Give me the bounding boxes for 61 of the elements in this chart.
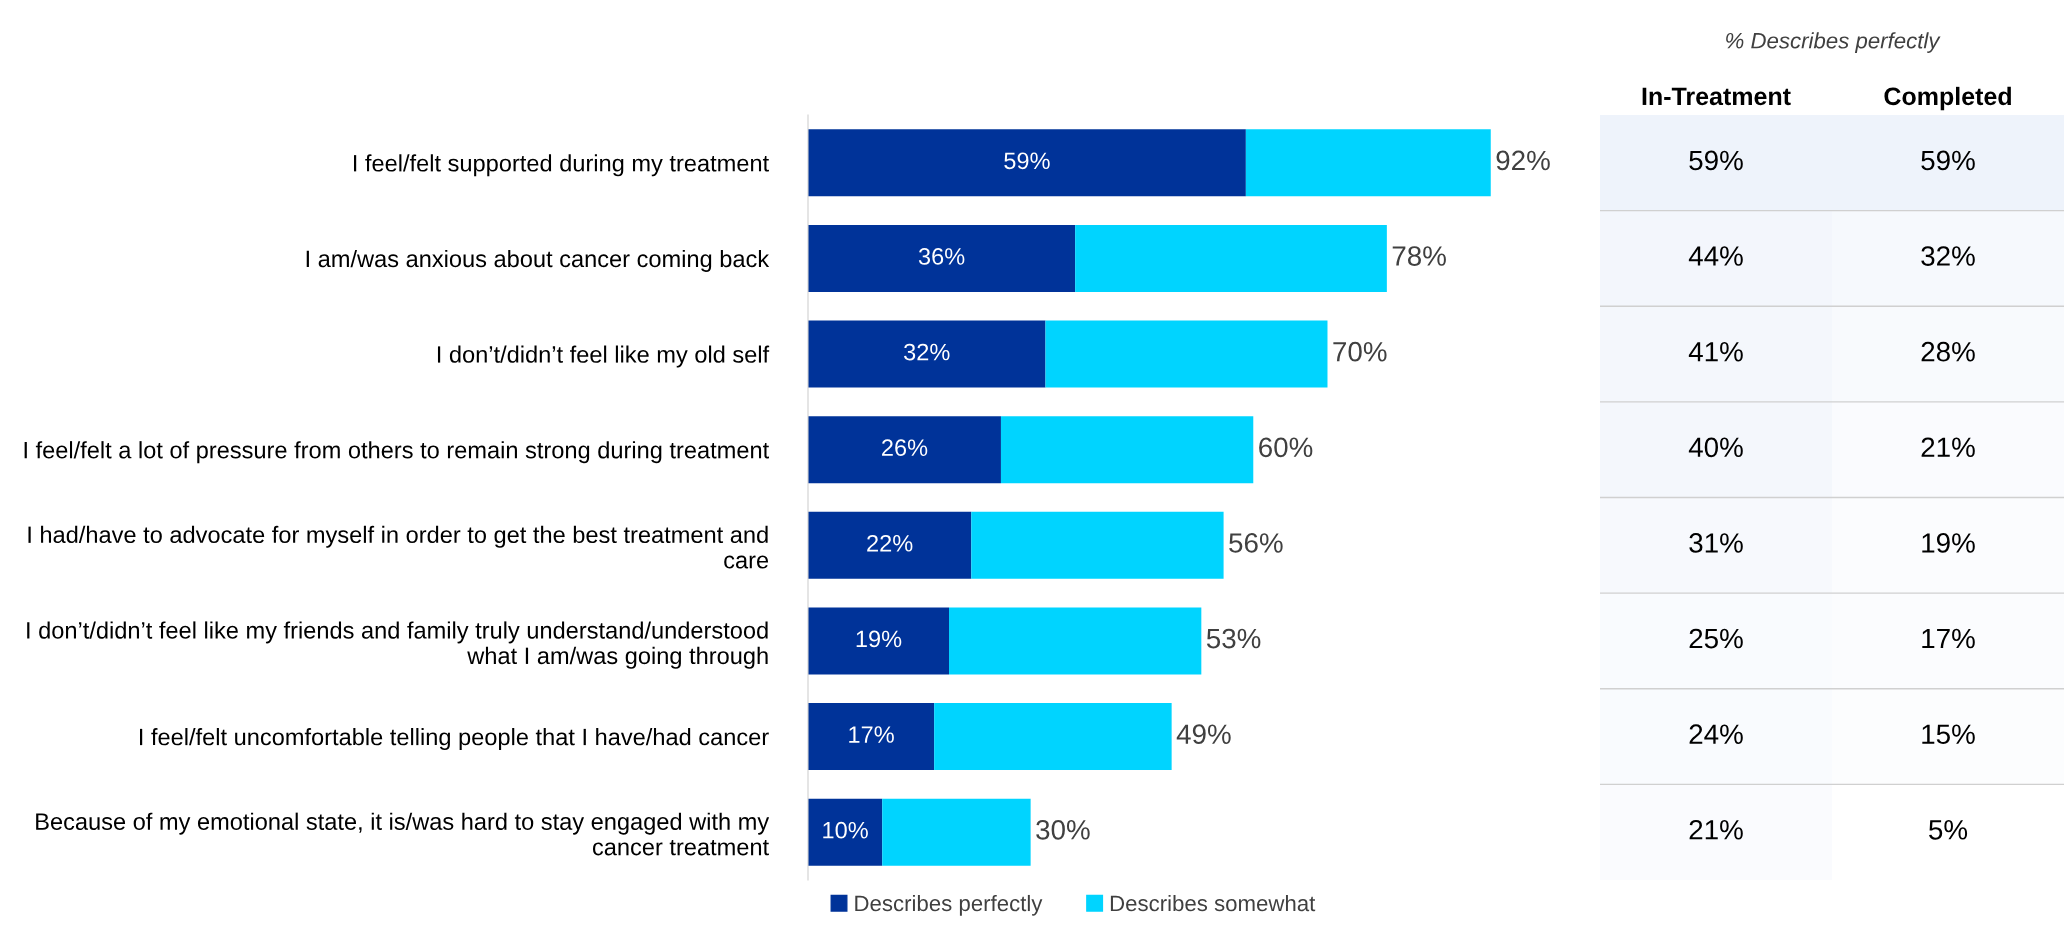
y-tick-label: I don’t/didn’t feel like my old self: [437, 345, 770, 368]
total-label: 49%: [1176, 724, 1231, 745]
data-label: 17%: [1922, 628, 1975, 649]
data-label: 15%: [1922, 724, 1975, 745]
y-tick-label: I had/have to advocate for myself in order to get the best treatment and care: [28, 525, 769, 569]
data-label: 28%: [1921, 341, 1975, 362]
y-tick-label: I feel/felt uncomfortable telling people that I have/had cancer: [140, 728, 769, 751]
legend-label: Describes somewhat: [1110, 894, 1316, 912]
data-label: 31%: [1689, 533, 1743, 553]
data-label: 40%: [1688, 437, 1743, 458]
bar: [882, 798, 1031, 866]
total-label: 56%: [1229, 533, 1283, 553]
bar: [808, 129, 1246, 197]
total-label: 92%: [1496, 150, 1550, 171]
total-label: 30%: [1036, 819, 1090, 840]
data-label: 25%: [1689, 628, 1743, 649]
bar: [808, 798, 883, 866]
x-tick-label: In-Treatment: [1642, 87, 1791, 106]
bar: [808, 511, 972, 579]
x-tick-label: Completed: [1884, 86, 2011, 111]
data-label: 10%: [823, 821, 868, 839]
bar: [808, 607, 949, 675]
bar: [808, 320, 1046, 388]
bar: [1075, 224, 1387, 292]
data-label: 32%: [1921, 246, 1975, 266]
bar: [1245, 129, 1491, 197]
data-label: 21%: [1689, 819, 1743, 840]
total-label: 70%: [1333, 341, 1387, 362]
y-tick-label: I feel/felt a lot of pressure from others to remain strong during treatment: [24, 441, 769, 464]
data-label: 26%: [882, 439, 928, 457]
y-tick-label: Because of my emotional state, it is/was hard to stay engaged with my cancer treatment: [36, 812, 770, 856]
bar: [971, 511, 1224, 579]
bar: [808, 703, 935, 771]
data-label: 17%: [849, 726, 894, 743]
data-label: 59%: [1004, 152, 1050, 170]
chart-title: % Describes perfectly: [1726, 32, 1941, 53]
bar: [1045, 320, 1328, 388]
data-label: 24%: [1689, 724, 1743, 744]
data-label: 44%: [1688, 246, 1743, 266]
y-tick-label: I am/was anxious about cancer coming back: [306, 249, 770, 272]
bar: [1000, 416, 1254, 484]
total-label: 60%: [1259, 437, 1313, 458]
data-label: 59%: [1689, 150, 1743, 171]
data-label: 41%: [1688, 341, 1743, 362]
bar: [808, 416, 1001, 484]
bar: [808, 224, 1076, 292]
legend-label: Describes perfectly: [855, 894, 1043, 916]
bar: [934, 703, 1172, 771]
y-tick-label: I don’t/didn’t feel like my friends and family truly understand/understood what I am/was going through: [27, 621, 768, 669]
total-label: 78%: [1392, 246, 1446, 266]
data-label: 36%: [918, 248, 965, 265]
y-tick-label: I feel/felt supported during my treatment: [353, 154, 769, 177]
data-label: 19%: [1922, 533, 1975, 553]
data-label: 22%: [867, 534, 913, 552]
bar: [949, 607, 1202, 675]
total-label: 53%: [1206, 628, 1261, 649]
data-label: 5%: [1929, 820, 1968, 840]
data-label: 59%: [1921, 150, 1975, 171]
data-label: 21%: [1921, 437, 1975, 458]
data-label: 32%: [904, 343, 950, 361]
data-label: 19%: [856, 630, 902, 648]
